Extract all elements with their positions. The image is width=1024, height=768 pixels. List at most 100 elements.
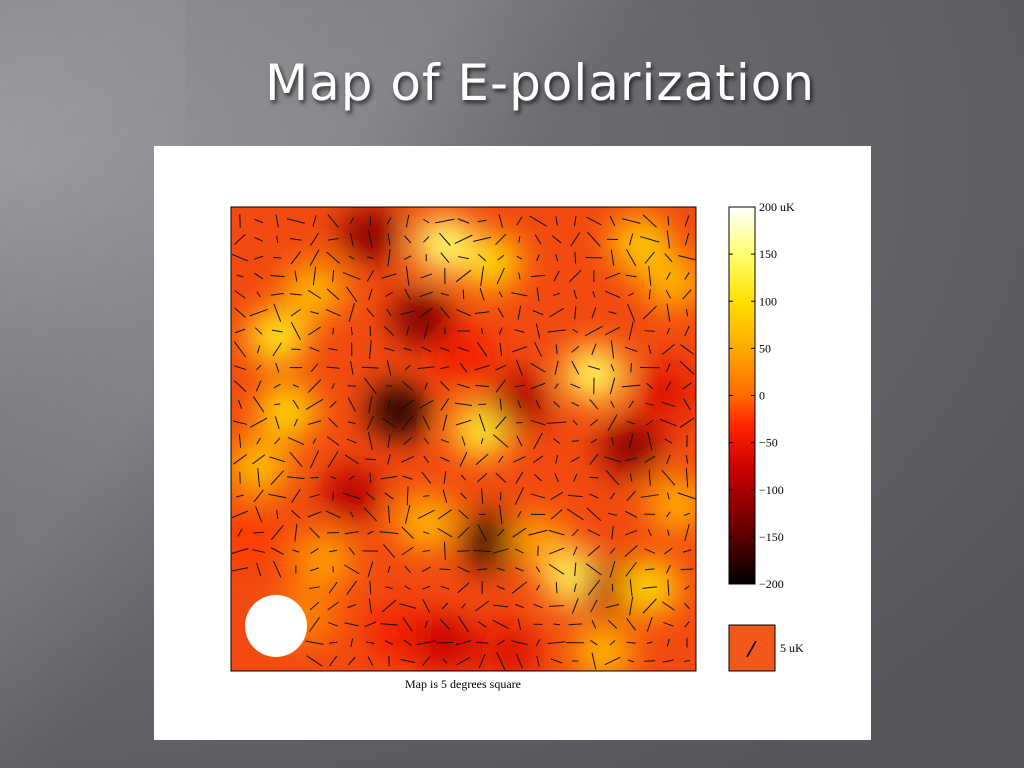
- polarization-stick: [573, 215, 577, 227]
- polarization-stick: [287, 476, 305, 480]
- polarization-stick: [457, 218, 470, 224]
- polarization-stick: [422, 655, 431, 667]
- heatmap-blob: [642, 253, 696, 310]
- polarization-stick: [515, 359, 523, 376]
- polarization-stick: [310, 232, 319, 246]
- polarization-stick: [592, 291, 596, 298]
- colorbar-tick-label: −200: [759, 577, 784, 591]
- heatmap-blob: [647, 475, 696, 532]
- polarization-stick: [516, 255, 523, 260]
- polarization-stick: [366, 308, 375, 318]
- polarization-stick: [326, 288, 340, 301]
- polarization-stick: [666, 363, 671, 373]
- polarization-stick: [368, 598, 372, 614]
- polarization-stick: [553, 623, 560, 626]
- polarization-stick: [348, 547, 355, 555]
- polarization-stick: [367, 431, 373, 451]
- polarization-stick: [404, 585, 411, 590]
- colorbar: [728, 206, 756, 585]
- polarization-stick: [604, 272, 621, 280]
- polarization-stick: [329, 641, 338, 644]
- polarization-stick: [400, 310, 415, 315]
- polarization-stick: [629, 596, 634, 616]
- polarization-stick: [387, 434, 391, 448]
- polarization-stick: [666, 511, 671, 518]
- polarization-stick: [439, 306, 450, 319]
- polarization-stick: [682, 289, 692, 300]
- heatmap-blob: [480, 624, 540, 671]
- polarization-stick: [648, 289, 651, 300]
- polarization-stick: [273, 383, 281, 389]
- polarization-stick: [514, 487, 524, 505]
- polarization-stick: [364, 458, 376, 461]
- polarization-stick: [664, 438, 673, 444]
- polarization-stick: [402, 475, 413, 480]
- polarization-stick: [367, 530, 374, 535]
- polarization-stick: [367, 561, 374, 578]
- polarization-stick: [644, 568, 655, 571]
- polarization-stick: [424, 382, 429, 390]
- polarization-stick: [368, 288, 373, 300]
- polarization-stick: [495, 416, 507, 430]
- polarization-stick: [232, 420, 248, 425]
- polarization-stick: [329, 549, 338, 553]
- polarization-stick: [405, 214, 410, 228]
- polarization-stick: [404, 288, 411, 300]
- polarization-stick: [384, 640, 394, 646]
- polarization-stick: [532, 455, 544, 464]
- polarization-stick: [329, 655, 338, 667]
- polarization-stick: [367, 256, 374, 259]
- polarization-stick: [254, 327, 263, 335]
- polarization-stick: [437, 527, 453, 538]
- polarization-stick: [534, 474, 542, 482]
- polarization-stick: [350, 232, 354, 246]
- polarization-stick: [399, 603, 417, 609]
- polarization-stick: [307, 420, 322, 426]
- polarization-stick: [630, 362, 632, 373]
- polarization-stick: [435, 218, 455, 224]
- polarization-stick: [458, 616, 469, 633]
- polarization-stick: [645, 402, 654, 406]
- polarization-stick: [628, 321, 634, 341]
- polarization-stick: [275, 362, 280, 373]
- polarization-stick: [274, 416, 280, 430]
- polarization-stick: [570, 232, 581, 247]
- polarization-stick: [515, 653, 523, 669]
- polarization-stick: [387, 233, 391, 246]
- polarization-stick: [481, 327, 484, 335]
- polarization-stick: [416, 640, 436, 646]
- map-frame: [230, 206, 697, 672]
- polarization-stick: [234, 328, 246, 334]
- polarization-stick: [647, 529, 652, 537]
- polarization-stick: [343, 564, 360, 575]
- polarization-stick: [380, 475, 398, 480]
- polarization-stick: [572, 329, 579, 333]
- polarization-stick: [610, 249, 615, 266]
- polarization-stick: [328, 581, 338, 594]
- polarization-stick: [625, 457, 637, 462]
- polarization-stick: [440, 292, 450, 296]
- polarization-stick: [589, 493, 599, 499]
- polarization-stick: [587, 365, 600, 370]
- polarization-stick: [419, 291, 434, 298]
- polarization-stick: [493, 604, 509, 608]
- polarization-stick: [309, 567, 320, 572]
- polarization-stick: [626, 249, 637, 267]
- polarization-stick: [555, 582, 558, 594]
- polarization-stick: [475, 641, 489, 644]
- polarization-stick: [440, 252, 450, 263]
- polarization-stick: [517, 400, 522, 409]
- polarization-stick: [231, 253, 249, 262]
- polarization-stick: [553, 438, 561, 444]
- polarization-stick: [326, 366, 340, 369]
- polarization-stick: [454, 402, 473, 406]
- polarization-stick: [344, 531, 359, 535]
- polarization-stick: [403, 255, 412, 261]
- polarization-stick: [566, 508, 584, 521]
- polarization-stick: [646, 641, 653, 644]
- polarization-stick: [511, 346, 527, 353]
- polarization-stick: [310, 476, 319, 479]
- polarization-stick: [294, 270, 298, 282]
- polarization-stick: [574, 562, 577, 576]
- polarization-stick: [535, 639, 541, 647]
